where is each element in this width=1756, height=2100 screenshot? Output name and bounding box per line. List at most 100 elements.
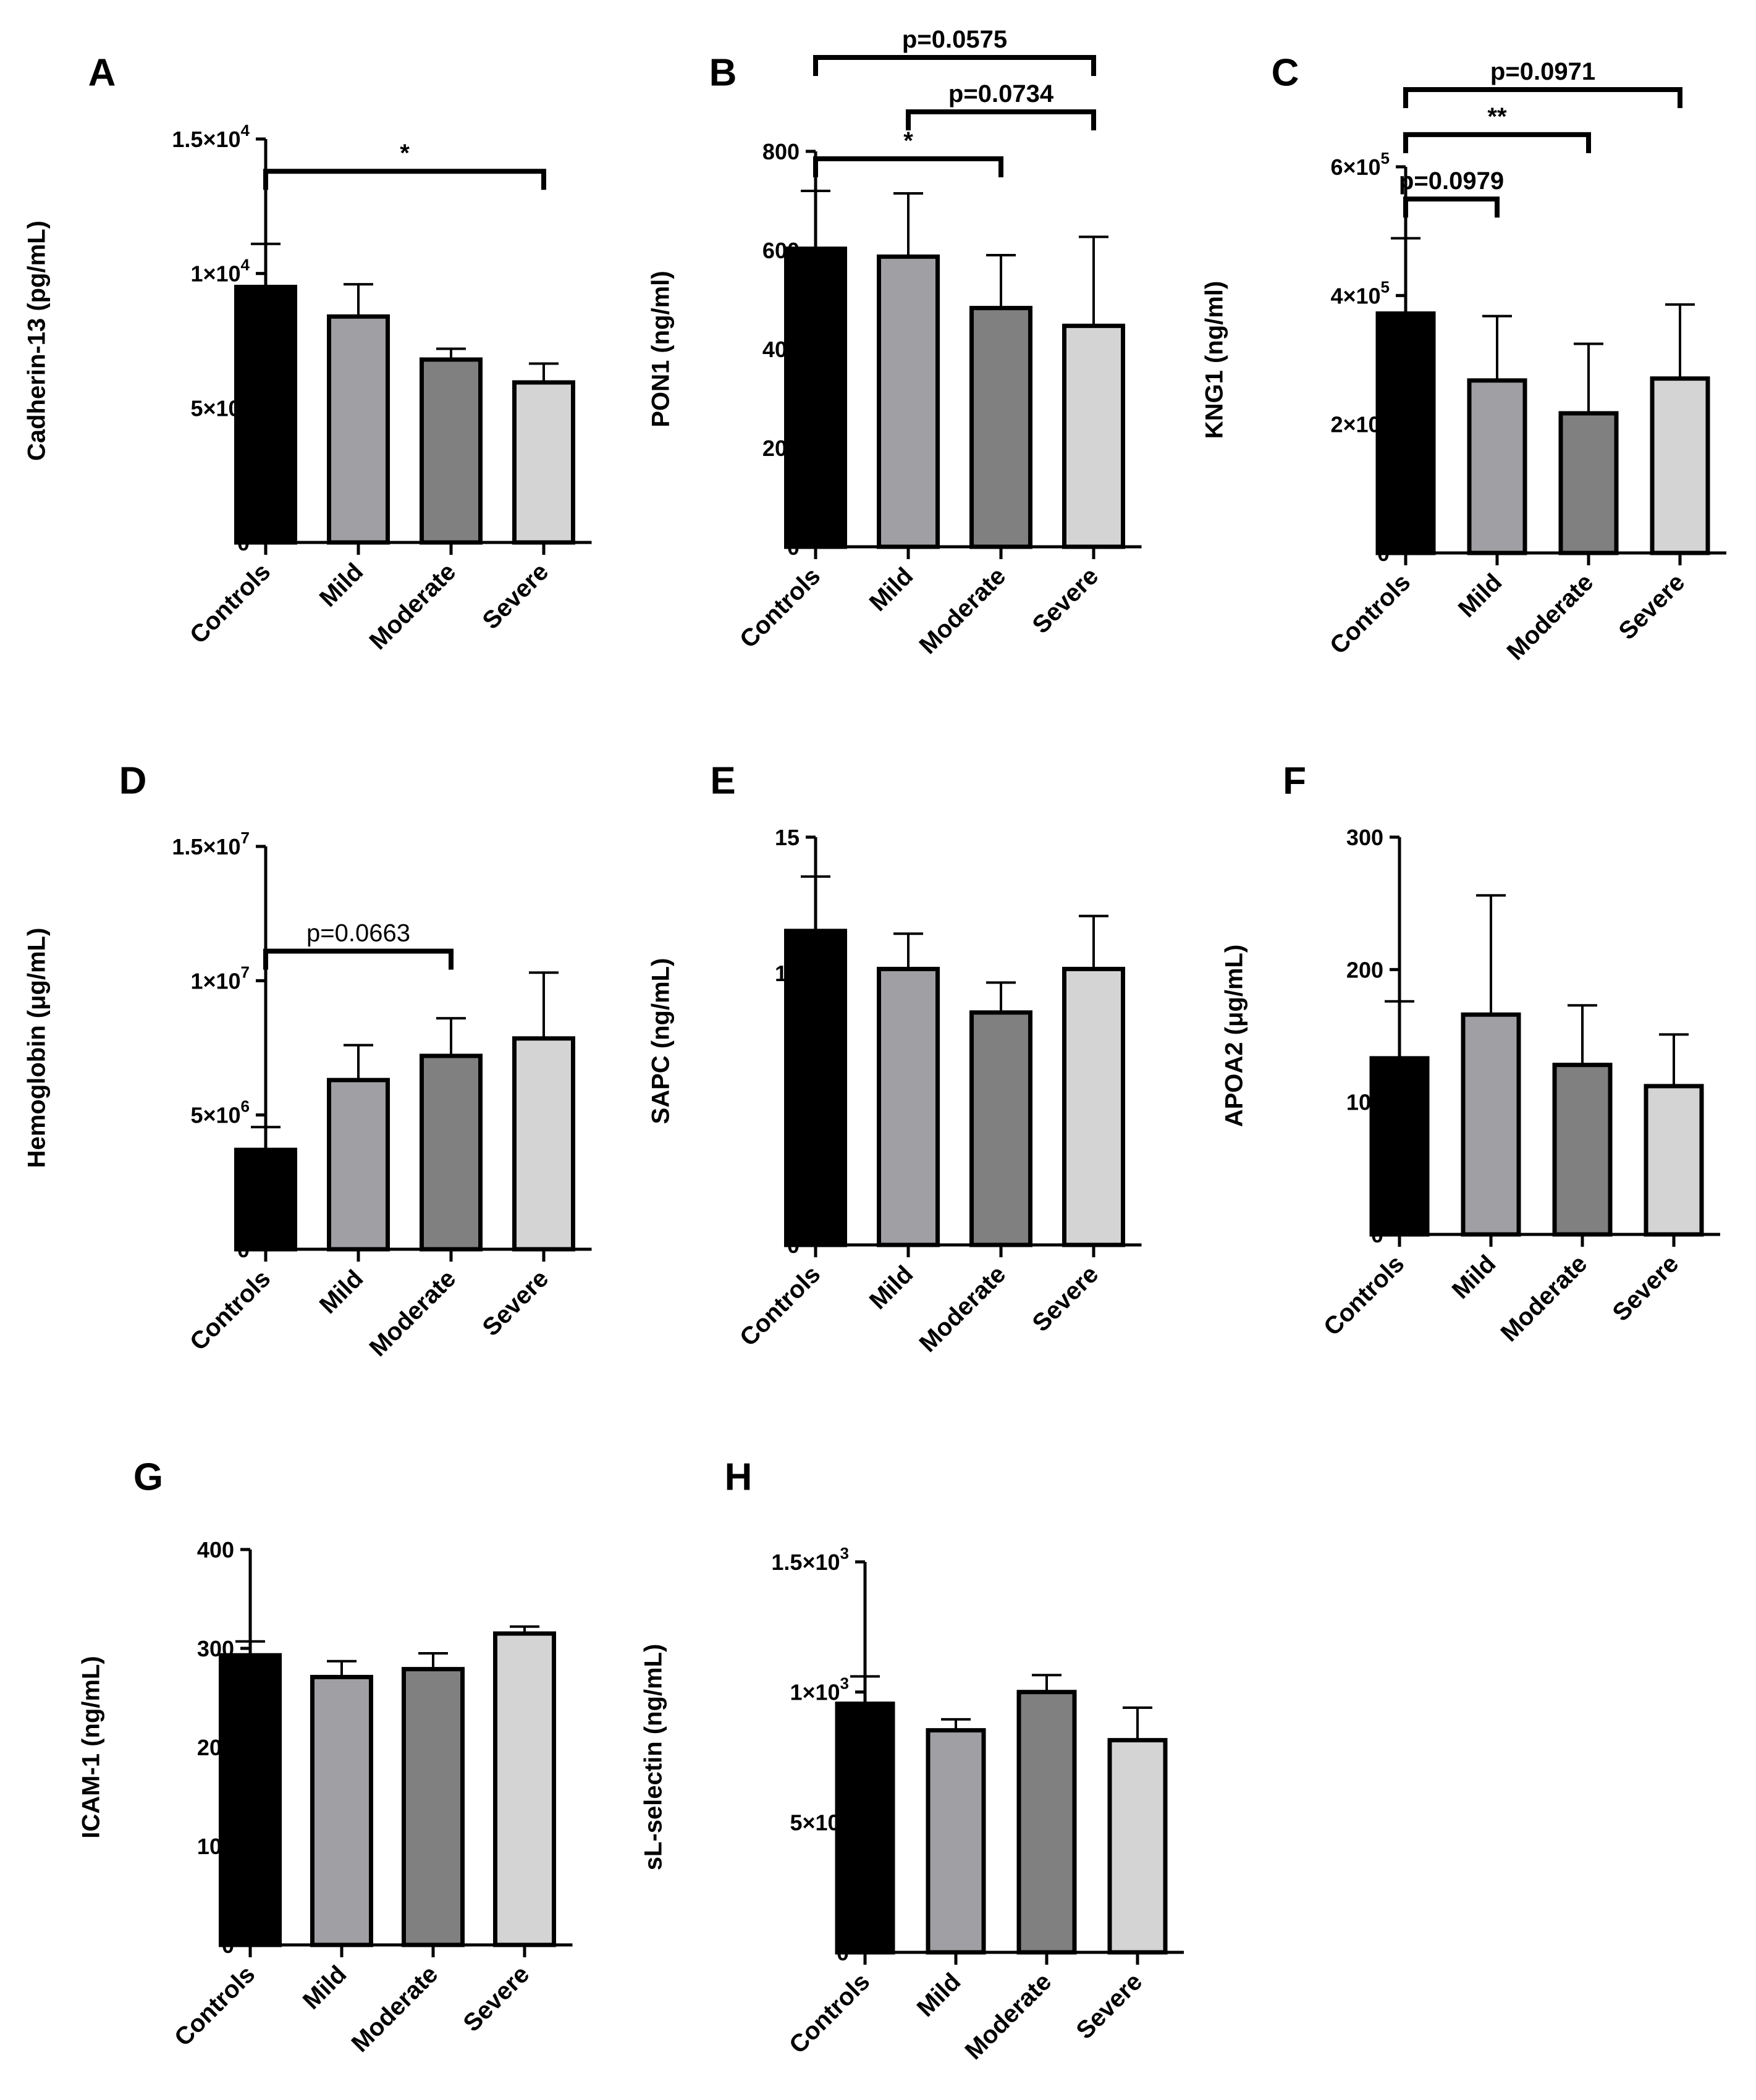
y-tick-label: 1.5×104	[172, 121, 250, 152]
y-tick-label: 400	[197, 1537, 234, 1562]
y-tick-label: 200	[1346, 957, 1383, 982]
y-axis-title: ICAM-1 (ng/mL)	[78, 1656, 105, 1839]
bar-controls	[1369, 1056, 1430, 1237]
bar-controls	[234, 1147, 297, 1252]
panel-letter: E	[710, 759, 735, 802]
x-label-controls: Controls	[185, 1265, 276, 1356]
x-label-mild: Mild	[1453, 568, 1508, 623]
bar-severe	[1650, 376, 1710, 555]
x-label-moderate: Moderate	[1502, 568, 1599, 665]
x-label-moderate: Moderate	[914, 562, 1011, 659]
significance-bracket	[813, 156, 1003, 177]
y-tick-label: 6×105	[1330, 149, 1390, 180]
significance-bracket	[813, 55, 1096, 76]
y-tick-label: 1×107	[190, 963, 250, 993]
significance-bracket	[263, 169, 546, 190]
bar-moderate	[1552, 1063, 1613, 1237]
y-tick-label: 1×103	[790, 1674, 849, 1705]
x-label-severe: Severe	[477, 1265, 554, 1341]
x-label-moderate: Moderate	[960, 1968, 1057, 2065]
bar-mild	[327, 314, 390, 545]
bar-controls	[219, 1653, 282, 1947]
significance-bracket	[1403, 132, 1591, 153]
bar-severe	[1062, 323, 1125, 549]
bar-controls	[1375, 311, 1436, 555]
y-tick-label: 1×104	[190, 256, 250, 287]
bar-mild	[926, 1728, 986, 1955]
x-label-severe: Severe	[1071, 1968, 1147, 2044]
significance-bracket	[1403, 87, 1682, 108]
bar-severe	[1107, 1738, 1168, 1955]
y-axis-title: Cadherin-13 (pg/mL)	[23, 221, 51, 461]
bar-moderate	[1558, 411, 1619, 555]
panel-H: HsL-selectin (ng/mL)05×1021×1031.5×103Co…	[640, 1456, 1184, 2065]
bar-mild	[1461, 1012, 1521, 1237]
x-label-controls: Controls	[185, 558, 276, 649]
y-axis-title: Hemoglobin (μg/mL)	[23, 928, 51, 1168]
x-label-mild: Mild	[298, 1960, 352, 2015]
significance-bracket	[906, 109, 1096, 130]
bar-moderate	[1016, 1690, 1077, 1955]
panel-letter: A	[88, 51, 116, 94]
y-axis-title: KNG1 (ng/ml)	[1201, 281, 1228, 439]
significance-bracket	[1403, 196, 1500, 218]
panel-letter: H	[725, 1456, 753, 1498]
bar-severe	[493, 1631, 556, 1947]
x-label-mild: Mild	[864, 562, 919, 617]
bar-severe	[1062, 966, 1125, 1247]
significance-label: p=0.0663	[306, 920, 410, 947]
bar-severe	[512, 1036, 575, 1252]
y-tick-label: 1.5×107	[172, 829, 250, 859]
x-label-moderate: Moderate	[365, 558, 462, 655]
panel-letter: G	[133, 1456, 163, 1498]
x-label-mild: Mild	[1447, 1250, 1501, 1304]
bar-mild	[877, 254, 940, 549]
x-label-severe: Severe	[458, 1960, 534, 2037]
x-label-severe: Severe	[1027, 562, 1104, 639]
x-label-controls: Controls	[169, 1960, 260, 2051]
x-label-mild: Mild	[912, 1968, 966, 2022]
bar-severe	[1644, 1084, 1704, 1237]
bar-controls	[234, 284, 297, 545]
x-label-severe: Severe	[477, 558, 554, 635]
significance-label: *	[400, 140, 410, 167]
x-label-moderate: Moderate	[365, 1265, 462, 1362]
x-label-moderate: Moderate	[914, 1260, 1011, 1357]
x-label-severe: Severe	[1027, 1260, 1104, 1337]
y-tick-label: 800	[762, 139, 800, 164]
x-label-controls: Controls	[1325, 568, 1416, 659]
bar-mild	[310, 1674, 373, 1947]
bar-moderate	[969, 306, 1032, 549]
y-tick-label: 300	[1346, 825, 1383, 850]
panel-letter: D	[119, 759, 147, 802]
significance-bracket	[263, 948, 454, 970]
x-label-mild: Mild	[314, 558, 369, 612]
bar-controls	[784, 929, 847, 1247]
x-label-mild: Mild	[864, 1260, 919, 1315]
x-label-controls: Controls	[735, 562, 825, 653]
bar-controls	[784, 247, 847, 549]
y-tick-label: 4×105	[1330, 277, 1390, 308]
bar-mild	[1467, 378, 1527, 555]
bar-mild	[327, 1077, 390, 1252]
x-label-severe: Severe	[1607, 1250, 1684, 1326]
bar-moderate	[969, 1010, 1032, 1247]
x-label-moderate: Moderate	[1496, 1250, 1593, 1347]
x-label-mild: Mild	[314, 1265, 369, 1319]
y-axis-title: PON1 (ng/ml)	[648, 271, 675, 427]
x-label-controls: Controls	[735, 1260, 825, 1351]
bar-moderate	[420, 1053, 483, 1252]
y-tick-label: 5×106	[190, 1097, 250, 1128]
bar-moderate	[420, 357, 483, 545]
significance-label: p=0.0971	[1490, 58, 1595, 85]
bar-mild	[877, 966, 940, 1247]
y-tick-label: 1.5×103	[771, 1544, 849, 1575]
bar-moderate	[402, 1667, 465, 1947]
panel-letter: B	[709, 51, 737, 94]
